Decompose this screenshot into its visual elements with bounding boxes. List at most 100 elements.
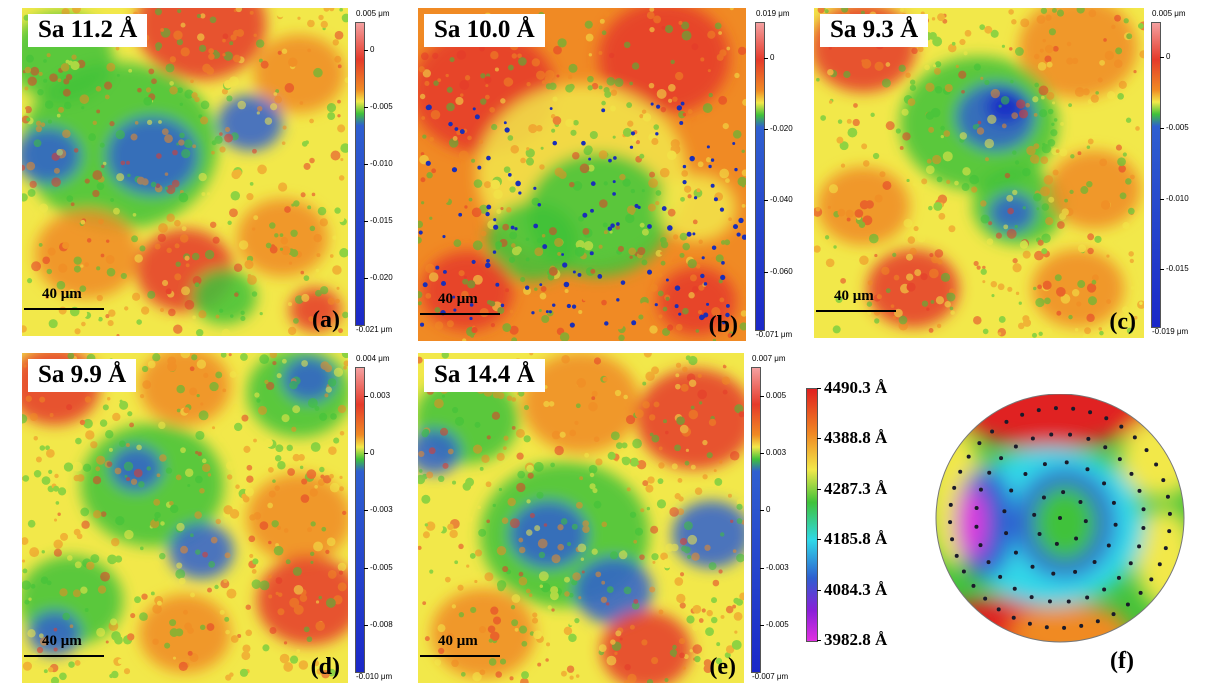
colorbar-tick-mark bbox=[364, 567, 368, 569]
colorbar-tick-mark bbox=[1160, 57, 1164, 59]
surface-map-d: Sa 9.9 Å 40 μm (d) bbox=[22, 353, 348, 683]
colorbar-min: -0.010 μm bbox=[356, 672, 393, 681]
wafer-legend-tick-mark bbox=[817, 488, 821, 490]
colorbar-tick: -0.020 bbox=[770, 124, 793, 134]
measurement-point bbox=[1036, 408, 1041, 413]
panel-label-f: (f) bbox=[1110, 648, 1134, 674]
colorbar-tick-mark bbox=[760, 625, 764, 627]
colorbar-tick-mark bbox=[764, 271, 768, 273]
measurement-point bbox=[1078, 499, 1083, 504]
colorbar-tick: -0.008 bbox=[370, 620, 393, 630]
colorbar-tick: -0.003 bbox=[766, 562, 789, 572]
panel-label: (a) bbox=[312, 307, 340, 333]
wafer-legend: 4490.3 Å 4388.8 Å 4287.3 Å 4185.8 Å 4084.3 Å… bbox=[804, 378, 914, 650]
colorbar-gradient bbox=[1151, 22, 1161, 328]
colorbar-tick-mark bbox=[364, 278, 368, 280]
measurement-point bbox=[952, 485, 957, 490]
measurement-point bbox=[1092, 560, 1097, 565]
colorbar-tick-mark bbox=[1160, 269, 1164, 271]
measurement-point bbox=[1004, 419, 1009, 424]
measurement-point bbox=[1032, 512, 1037, 517]
measurement-point bbox=[1027, 621, 1032, 626]
colorbar-tick: -0.020 bbox=[370, 273, 393, 283]
surface-map-b: Sa 10.0 Å 40 μm (b) bbox=[418, 8, 746, 341]
measurement-point bbox=[1113, 522, 1118, 527]
colorbar-min: -0.019 μm bbox=[1152, 327, 1189, 336]
measurement-point bbox=[971, 583, 976, 588]
colorbar-gradient bbox=[355, 367, 365, 673]
panel-label: (b) bbox=[708, 312, 738, 338]
wafer-legend-tick-mark bbox=[817, 388, 821, 389]
measurement-point bbox=[1102, 481, 1107, 486]
measurement-point bbox=[1165, 494, 1170, 499]
colorbar-tick-mark bbox=[364, 221, 368, 223]
colorbar-max: 0.005 μm bbox=[356, 9, 390, 18]
measurement-point bbox=[966, 454, 971, 459]
colorbar-min: -0.007 μm bbox=[752, 672, 789, 681]
wafer-legend-tick-mark bbox=[817, 589, 821, 591]
measurement-point bbox=[1138, 590, 1143, 595]
wafer-legend-label: 4490.3 Å bbox=[824, 378, 888, 397]
measurement-point bbox=[974, 505, 979, 510]
measurement-point bbox=[1086, 436, 1091, 441]
measurement-point bbox=[996, 607, 1001, 612]
measurement-point bbox=[1125, 602, 1130, 607]
scale-bar bbox=[816, 310, 896, 312]
measurement-point bbox=[961, 569, 966, 574]
measurement-point bbox=[1002, 509, 1007, 514]
measurement-point bbox=[1074, 536, 1079, 541]
measurement-point bbox=[1111, 500, 1116, 505]
measurement-point bbox=[1049, 432, 1054, 437]
wafer-legend-label: 4084.3 Å bbox=[824, 579, 888, 599]
measurement-point bbox=[948, 502, 953, 507]
colorbar-tick-mark bbox=[760, 395, 764, 397]
scale-bar-label: 40 μm bbox=[834, 288, 874, 304]
sa-label: Sa 10.0 Å bbox=[424, 14, 545, 48]
measurement-point bbox=[1106, 543, 1111, 548]
colorbar-tick-mark bbox=[364, 625, 368, 627]
measurement-point bbox=[978, 543, 983, 548]
scale-bar-label: 40 μm bbox=[438, 291, 478, 307]
measurement-point bbox=[1079, 623, 1084, 628]
panel-label: (c) bbox=[1109, 309, 1136, 335]
measurement-point bbox=[1116, 575, 1121, 580]
scale-bar bbox=[420, 655, 500, 657]
colorbar-min: -0.071 μm bbox=[756, 330, 793, 339]
colorbar-max: 0.019 μm bbox=[756, 9, 790, 18]
colorbar-max: 0.007 μm bbox=[752, 354, 786, 363]
measurement-point bbox=[986, 560, 991, 565]
measurement-point bbox=[1047, 599, 1052, 604]
measurement-point bbox=[1103, 445, 1108, 450]
measurement-point bbox=[987, 470, 992, 475]
colorbar-e: 0.007 μm -0.007 μm 0.005 0.003 0 -0.003 -0.005 bbox=[746, 353, 802, 683]
measurement-point bbox=[1111, 612, 1116, 617]
measurement-point bbox=[1013, 444, 1018, 449]
colorbar-a: 0.005 μm -0.021 μm 0 -0.005 -0.010 -0.015 -0.0… bbox=[350, 8, 410, 336]
sa-label: Sa 11.2 Å bbox=[28, 14, 148, 48]
measurement-point bbox=[1037, 532, 1042, 537]
colorbar-gradient bbox=[755, 22, 765, 331]
measurement-point bbox=[1030, 564, 1035, 569]
colorbar-tick-mark bbox=[1160, 128, 1164, 130]
colorbar-tick: -0.015 bbox=[370, 216, 393, 226]
measurement-point bbox=[1154, 462, 1159, 467]
measurement-point bbox=[1044, 625, 1049, 630]
measurement-point bbox=[1053, 406, 1058, 411]
measurement-point bbox=[1167, 511, 1172, 516]
wafer-legend-label: 4388.8 Å bbox=[824, 428, 888, 448]
wafer-thickness-map bbox=[935, 393, 1185, 643]
colorbar-tick-mark bbox=[760, 567, 764, 569]
colorbar-tick: -0.005 bbox=[370, 102, 393, 112]
measurement-point bbox=[1128, 561, 1133, 566]
colorbar-b: 0.019 μm -0.071 μm 0 -0.020 -0.040 -0.060 bbox=[750, 8, 810, 341]
measurement-point bbox=[974, 524, 979, 529]
measurement-point bbox=[1062, 625, 1067, 630]
colorbar-tick: -0.010 bbox=[370, 159, 393, 169]
colorbar-gradient bbox=[355, 22, 365, 326]
colorbar-tick: -0.005 bbox=[1166, 123, 1189, 133]
measurement-point bbox=[954, 553, 959, 558]
measurement-point bbox=[1061, 490, 1066, 495]
sa-label: Sa 9.3 Å bbox=[820, 14, 929, 48]
wafer-legend-gradient bbox=[806, 388, 818, 642]
scale-bar-label: 40 μm bbox=[42, 286, 82, 302]
